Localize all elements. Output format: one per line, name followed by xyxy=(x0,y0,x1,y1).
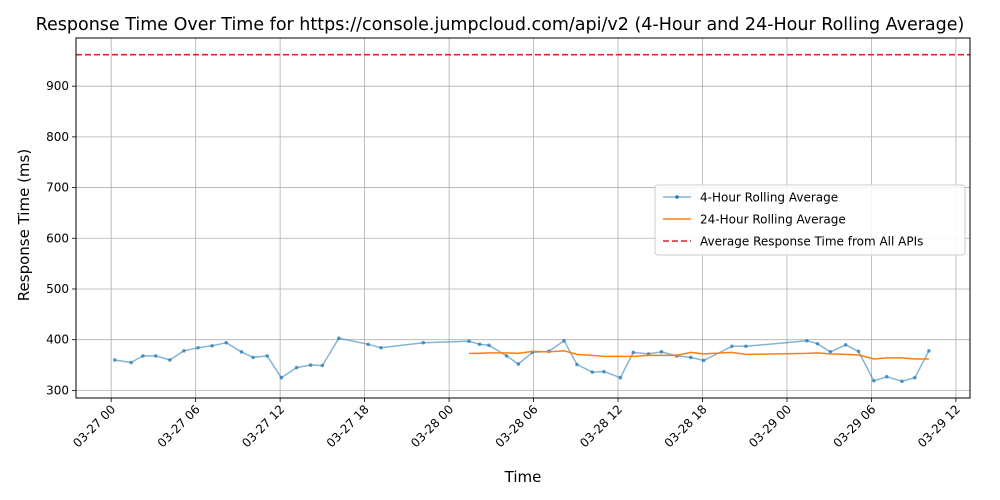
data-point xyxy=(900,379,904,384)
y-axis-ticks: 300 400 500 600 700 800 900 xyxy=(46,79,76,397)
legend-box xyxy=(654,184,966,256)
y-tick-label: 300 xyxy=(46,383,69,397)
data-point xyxy=(805,338,809,343)
x-tick-label: 03-29 12 xyxy=(915,402,963,450)
series-line-24h xyxy=(469,350,929,360)
data-point xyxy=(129,360,133,365)
data-point xyxy=(487,343,491,348)
plot-frame xyxy=(75,37,971,399)
legend-label: 4-Hour Rolling Average xyxy=(700,191,838,205)
x-tick-label: 03-28 06 xyxy=(493,402,541,450)
data-point xyxy=(182,349,186,353)
data-point xyxy=(815,341,820,346)
x-axis-ticks: 03-27 00 03-27 06 03-27 12 03-27 18 03-28 00… xyxy=(70,398,963,450)
series-line-4h xyxy=(114,337,930,383)
x-axis-label: Time xyxy=(504,468,542,486)
data-point xyxy=(320,363,325,368)
x-tick-label: 03-28 12 xyxy=(577,402,625,450)
data-point xyxy=(337,336,341,340)
data-point xyxy=(730,344,734,349)
y-tick-label: 500 xyxy=(46,282,69,296)
data-point xyxy=(828,350,833,354)
data-point xyxy=(477,342,482,347)
data-point xyxy=(631,350,636,355)
series xyxy=(112,336,931,384)
legend-label: Average Response Time from All APIs xyxy=(700,235,923,249)
y-axis-label: Response Time (ms) xyxy=(15,149,33,301)
grid xyxy=(76,38,970,398)
data-point xyxy=(224,340,228,345)
data-point xyxy=(294,365,299,370)
legend-label: 24-Hour Rolling Average xyxy=(700,213,846,227)
data-point xyxy=(239,350,244,354)
legend: 4-Hour Rolling Average 24-Hour Rolling Av… xyxy=(654,184,966,256)
y-tick-label: 900 xyxy=(46,79,69,93)
data-point xyxy=(913,375,917,380)
data-point xyxy=(927,349,931,353)
data-point xyxy=(884,374,889,379)
y-tick-label: 400 xyxy=(46,333,69,347)
data-point xyxy=(366,342,370,347)
data-point xyxy=(871,378,876,383)
data-point xyxy=(744,344,748,349)
data-point xyxy=(504,354,509,358)
data-point xyxy=(279,375,284,380)
x-tick-label: 03-27 06 xyxy=(155,402,203,450)
data-point xyxy=(575,362,579,367)
data-point xyxy=(112,358,117,362)
data-point xyxy=(516,362,521,366)
data-point xyxy=(688,355,693,360)
chart-title: Response Time Over Time for https://cons… xyxy=(36,15,965,35)
x-tick-label: 03-28 00 xyxy=(408,402,456,450)
data-point xyxy=(153,354,158,358)
data-point xyxy=(659,350,664,354)
data-point xyxy=(210,343,214,348)
data-point xyxy=(843,342,848,347)
y-tick-label: 600 xyxy=(46,231,69,245)
data-point xyxy=(168,358,172,362)
legend-marker xyxy=(675,195,679,199)
data-point xyxy=(467,339,471,344)
x-tick-label: 03-27 18 xyxy=(324,402,372,450)
data-point xyxy=(265,354,270,358)
x-tick-label: 03-29 06 xyxy=(831,402,879,450)
x-tick-label: 03-29 00 xyxy=(746,402,794,450)
data-point xyxy=(308,363,313,367)
data-point xyxy=(701,358,706,363)
x-tick-label: 03-27 00 xyxy=(70,402,118,450)
data-point xyxy=(141,354,145,358)
x-tick-label: 03-28 18 xyxy=(662,402,710,450)
y-tick-label: 800 xyxy=(46,130,69,144)
data-point xyxy=(421,340,426,345)
data-point xyxy=(196,346,200,350)
data-point xyxy=(618,375,623,380)
data-point xyxy=(562,338,566,343)
data-point xyxy=(251,355,255,360)
data-point xyxy=(602,369,606,374)
y-tick-label: 700 xyxy=(46,181,69,195)
data-point xyxy=(590,370,595,374)
data-point xyxy=(379,346,383,350)
x-tick-label: 03-27 12 xyxy=(239,402,287,450)
data-point xyxy=(856,349,861,354)
